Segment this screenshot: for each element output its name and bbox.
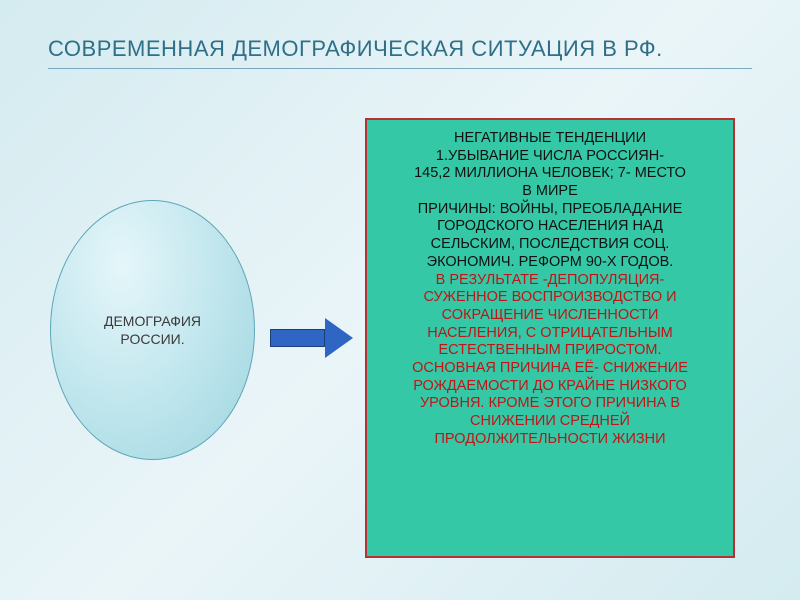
textbox-line: 1.УБЫВАНИЕ ЧИСЛА РОССИЯН-	[436, 148, 664, 166]
demography-ellipse: ДЕМОГРАФИЯ РОССИИ.	[50, 200, 255, 460]
ellipse-label: ДЕМОГРАФИЯ РОССИИ.	[71, 312, 234, 348]
textbox-line: ПРОДОЛЖИТЕЛЬНОСТИ ЖИЗНИ	[434, 431, 665, 449]
arrow-head	[325, 318, 353, 358]
textbox-line: НАСЕЛЕНИЯ, С ОТРИЦАТЕЛЬНЫМ	[427, 325, 673, 343]
textbox-line: УРОВНЯ. КРОМЕ ЭТОГО ПРИЧИНА В	[420, 395, 680, 413]
textbox-line: РОЖДАЕМОСТИ ДО КРАЙНЕ НИЗКОГО	[413, 378, 687, 396]
textbox-line: НЕГАТИВНЫЕ ТЕНДЕНЦИИ	[454, 130, 646, 148]
trends-textbox: НЕГАТИВНЫЕ ТЕНДЕНЦИИ1.УБЫВАНИЕ ЧИСЛА РОС…	[365, 118, 735, 558]
textbox-line: ОСНОВНАЯ ПРИЧИНА ЕЁ- СНИЖЕНИЕ	[412, 360, 688, 378]
textbox-line: ЕСТЕСТВЕННЫМ ПРИРОСТОМ.	[439, 342, 662, 360]
textbox-line: В РЕЗУЛЬТАТЕ -ДЕПОПУЛЯЦИЯ-	[436, 272, 665, 290]
textbox-line: СНИЖЕНИИ СРЕДНЕЙ	[470, 413, 630, 431]
textbox-line: ГОРОДСКОГО НАСЕЛЕНИЯ НАД	[437, 218, 663, 236]
arrow-shaft	[270, 329, 325, 347]
slide-title-wrap: СОВРЕМЕННАЯ ДЕМОГРАФИЧЕСКАЯ СИТУАЦИЯ В Р…	[48, 36, 752, 69]
textbox-line: В МИРЕ	[522, 183, 578, 201]
slide-title: СОВРЕМЕННАЯ ДЕМОГРАФИЧЕСКАЯ СИТУАЦИЯ В Р…	[48, 36, 752, 62]
textbox-line: ЭКОНОМИЧ. РЕФОРМ 90-Х ГОДОВ.	[427, 254, 674, 272]
textbox-line: СУЖЕННОЕ ВОСПРОИЗВОДСТВО И	[423, 289, 676, 307]
textbox-line: 145,2 МИЛЛИОНА ЧЕЛОВЕК; 7- МЕСТО	[414, 165, 686, 183]
textbox-line: ПРИЧИНЫ: ВОЙНЫ, ПРЕОБЛАДАНИЕ	[418, 201, 683, 219]
arrow-icon	[270, 318, 353, 358]
textbox-line: СЕЛЬСКИМ, ПОСЛЕДСТВИЯ СОЦ.	[431, 236, 670, 254]
textbox-line: СОКРАЩЕНИЕ ЧИСЛЕННОСТИ	[442, 307, 659, 325]
